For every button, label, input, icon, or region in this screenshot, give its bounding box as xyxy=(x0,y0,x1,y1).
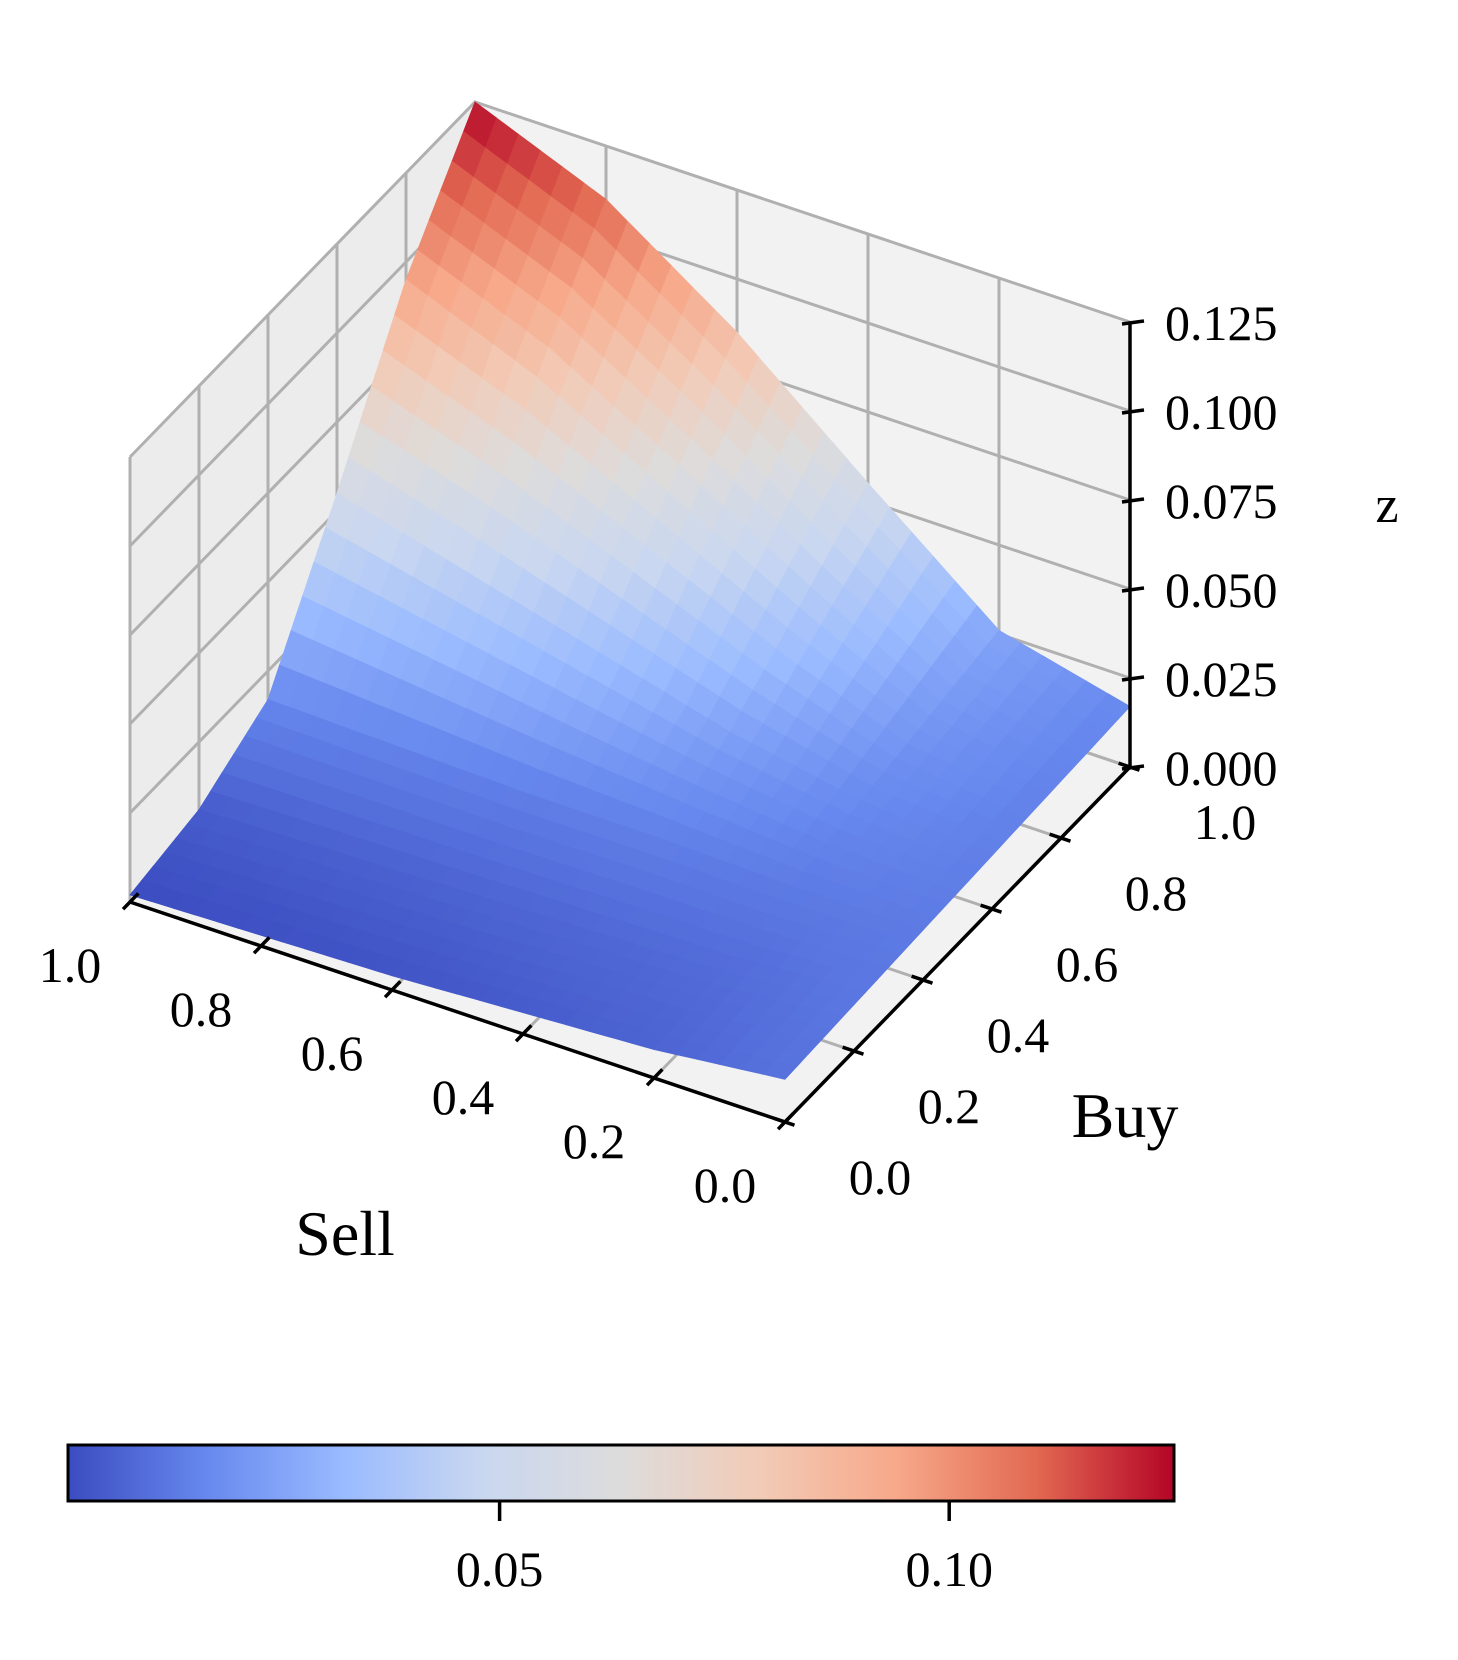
x-tick-mark xyxy=(645,1068,664,1087)
y-axis-label: Buy xyxy=(1072,1080,1179,1151)
y-tick-mark xyxy=(980,903,1003,914)
x-axis-label: Sell xyxy=(295,1198,395,1269)
z-tick-mark xyxy=(1121,675,1145,682)
y-axis-line xyxy=(783,765,1132,1124)
axis-lines xyxy=(121,319,1145,1131)
left-wall-pane xyxy=(130,102,475,902)
y-tick-mark xyxy=(1049,832,1072,843)
z-tick-label: 0.125 xyxy=(1165,295,1278,351)
z-tick-mark xyxy=(1121,764,1145,771)
y-tick-mark xyxy=(842,1045,865,1056)
y-tick-label: 0.0 xyxy=(849,1149,912,1205)
z-tick-mark xyxy=(1121,408,1145,415)
colorbar-tick-label: 0.10 xyxy=(905,1541,993,1597)
surface-facet xyxy=(762,1061,798,1080)
z-tick-label: 0.100 xyxy=(1165,384,1278,440)
y-tick-label: 0.2 xyxy=(918,1078,981,1134)
y-tick-label: 0.6 xyxy=(1056,936,1119,992)
x-tick-label: 0.2 xyxy=(563,1113,626,1169)
y-tick-mark xyxy=(773,1116,796,1127)
surface-mesh xyxy=(129,101,1131,1080)
x-tick-label: 0.8 xyxy=(170,981,233,1037)
colorbar-tick-label: 0.05 xyxy=(456,1541,544,1597)
x-tick-label: 0.0 xyxy=(694,1157,757,1213)
x-axis-line xyxy=(129,900,786,1124)
x-tick-label: 1.0 xyxy=(39,937,102,993)
y-tick-label: 0.4 xyxy=(987,1007,1050,1063)
colorbar-fill xyxy=(66,1443,1176,1503)
z-tick-mark xyxy=(1121,319,1145,326)
tick-labels: 0.00.20.40.60.81.00.00.20.40.60.81.00.00… xyxy=(39,295,1278,1213)
x-tick-mark xyxy=(383,980,402,999)
y-tick-mark xyxy=(911,974,934,985)
z-tick-mark xyxy=(1121,586,1145,593)
x-tick-mark xyxy=(121,892,140,911)
z-tick-label: 0.075 xyxy=(1165,473,1278,529)
z-tick-label: 0.050 xyxy=(1165,562,1278,618)
z-tick-label: 0.025 xyxy=(1165,651,1278,707)
y-tick-label: 1.0 xyxy=(1194,794,1257,850)
z-tick-mark xyxy=(1121,497,1145,504)
x-tick-label: 0.6 xyxy=(301,1025,364,1081)
x-tick-mark xyxy=(514,1024,533,1043)
x-tick-label: 0.4 xyxy=(432,1069,495,1125)
y-tick-label: 0.8 xyxy=(1125,865,1188,921)
z-tick-label: 0.000 xyxy=(1165,740,1278,796)
colorbar: 0.05 0.10 xyxy=(66,1443,1176,1597)
x-tick-mark xyxy=(252,936,271,955)
z-axis-label: z xyxy=(1375,477,1398,534)
